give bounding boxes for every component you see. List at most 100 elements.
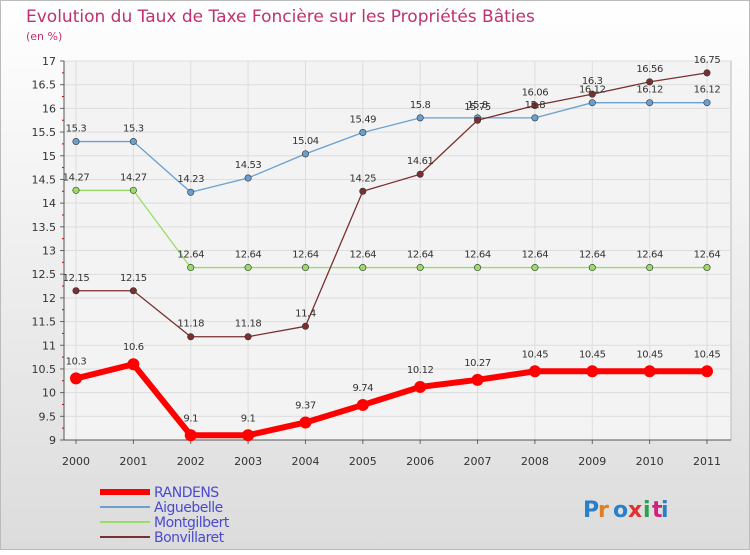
data-point bbox=[301, 150, 309, 158]
y-tick-label: 16 bbox=[42, 102, 56, 115]
data-point bbox=[531, 114, 539, 122]
data-point bbox=[72, 138, 80, 146]
data-label: 12.64 bbox=[579, 250, 606, 261]
data-label: 9.1 bbox=[241, 413, 256, 424]
data-point bbox=[643, 365, 656, 378]
y-tick-label: 17 bbox=[42, 55, 56, 68]
data-label: 9.1 bbox=[183, 413, 198, 424]
data-label: 15.49 bbox=[349, 115, 376, 126]
data-label: 15.8 bbox=[410, 100, 431, 111]
y-tick-label: 14 bbox=[42, 197, 56, 210]
series-layer bbox=[70, 69, 713, 442]
data-point bbox=[187, 264, 195, 272]
data-point bbox=[127, 358, 140, 371]
data-point bbox=[646, 99, 654, 107]
data-point bbox=[359, 264, 367, 272]
data-point bbox=[531, 264, 539, 272]
y-tick-label: 10 bbox=[42, 387, 56, 400]
logo-letter: r bbox=[598, 498, 609, 523]
data-point bbox=[301, 264, 309, 272]
data-label: 12.64 bbox=[349, 250, 376, 261]
data-point bbox=[184, 429, 197, 442]
data-label: 14.27 bbox=[120, 172, 147, 183]
data-point bbox=[129, 287, 137, 295]
series-line-randens bbox=[75, 361, 707, 439]
data-label: 14.61 bbox=[407, 156, 434, 167]
data-label: 15.04 bbox=[292, 136, 319, 147]
data-label: 10.27 bbox=[464, 358, 491, 369]
data-point bbox=[359, 129, 367, 137]
data-label: 10.3 bbox=[66, 356, 87, 367]
x-tick-label: 2007 bbox=[464, 455, 492, 468]
data-point bbox=[242, 429, 255, 442]
y-tick-label: 12 bbox=[42, 292, 56, 305]
chart-subtitle: (en %) bbox=[26, 30, 62, 43]
data-label: 16.56 bbox=[636, 64, 663, 75]
chart-title: Evolution du Taux de Taxe Foncière sur l… bbox=[26, 7, 535, 27]
data-label: 12.64 bbox=[407, 250, 434, 261]
y-tick-label: 15 bbox=[42, 150, 56, 163]
logo-letter: x bbox=[628, 498, 642, 523]
data-point bbox=[528, 365, 541, 378]
series-line-bonvillaret bbox=[76, 72, 708, 338]
logo-letter: t bbox=[652, 498, 663, 523]
data-point bbox=[588, 99, 596, 107]
data-point bbox=[588, 264, 596, 272]
data-label: 12.64 bbox=[292, 250, 319, 261]
y-tick-label: 13 bbox=[42, 245, 56, 258]
data-point bbox=[72, 287, 80, 295]
data-point bbox=[356, 398, 369, 411]
data-point bbox=[187, 333, 195, 341]
data-point bbox=[244, 264, 252, 272]
x-tick-label: 2009 bbox=[578, 455, 606, 468]
data-label: 10.6 bbox=[123, 342, 144, 353]
data-point bbox=[703, 99, 711, 107]
data-label: 11.18 bbox=[235, 319, 262, 330]
x-tick-label: 2006 bbox=[406, 455, 434, 468]
data-label: 15.75 bbox=[464, 102, 491, 113]
data-label: 12.64 bbox=[636, 250, 663, 261]
series-line-montgilbert bbox=[76, 189, 707, 269]
x-tick-label: 2003 bbox=[234, 455, 262, 468]
logo-letter: o bbox=[613, 498, 628, 523]
data-label: 16.12 bbox=[694, 85, 721, 96]
data-point bbox=[701, 365, 713, 378]
data-label: 12.64 bbox=[177, 250, 204, 261]
data-point bbox=[416, 170, 424, 178]
data-point bbox=[244, 333, 252, 341]
data-label: 11.4 bbox=[295, 308, 316, 319]
data-labels: 15.3 15.3 14.23 14.53 15.04 15.49 15.8 15.8 15.8… bbox=[63, 55, 721, 424]
data-label: 12.15 bbox=[120, 273, 147, 284]
data-point bbox=[588, 90, 596, 98]
data-label: 14.27 bbox=[63, 172, 90, 183]
data-label: 12.64 bbox=[694, 250, 721, 261]
data-label: 12.64 bbox=[464, 250, 491, 261]
y-tick-label: 10.5 bbox=[32, 363, 57, 376]
logo-letter: i bbox=[661, 498, 669, 523]
legend-label: Aiguebelle bbox=[154, 500, 223, 516]
data-label: 15.3 bbox=[66, 124, 87, 135]
data-point bbox=[703, 69, 711, 77]
logo-letter: P bbox=[583, 498, 599, 523]
data-label: 9.37 bbox=[295, 400, 316, 411]
data-label: 11.18 bbox=[177, 319, 204, 330]
data-point bbox=[72, 186, 80, 194]
x-tick-label: 2010 bbox=[636, 455, 664, 468]
data-point bbox=[359, 187, 367, 195]
y-tick-label: 16.5 bbox=[32, 79, 57, 92]
x-tick-label: 2008 bbox=[521, 455, 549, 468]
x-tick-label: 2001 bbox=[119, 455, 147, 468]
legend-label: Bonvillaret bbox=[154, 530, 225, 546]
data-label: 14.23 bbox=[177, 174, 204, 185]
y-tick-label: 15.5 bbox=[32, 126, 57, 139]
data-point bbox=[703, 264, 711, 272]
x-tick-label: 2005 bbox=[349, 455, 377, 468]
data-label: 12.15 bbox=[63, 273, 90, 284]
data-point bbox=[474, 264, 482, 272]
data-point bbox=[244, 174, 252, 182]
y-tick-label: 9 bbox=[49, 434, 56, 447]
data-point bbox=[129, 186, 137, 194]
y-tick-label: 12.5 bbox=[32, 268, 57, 281]
